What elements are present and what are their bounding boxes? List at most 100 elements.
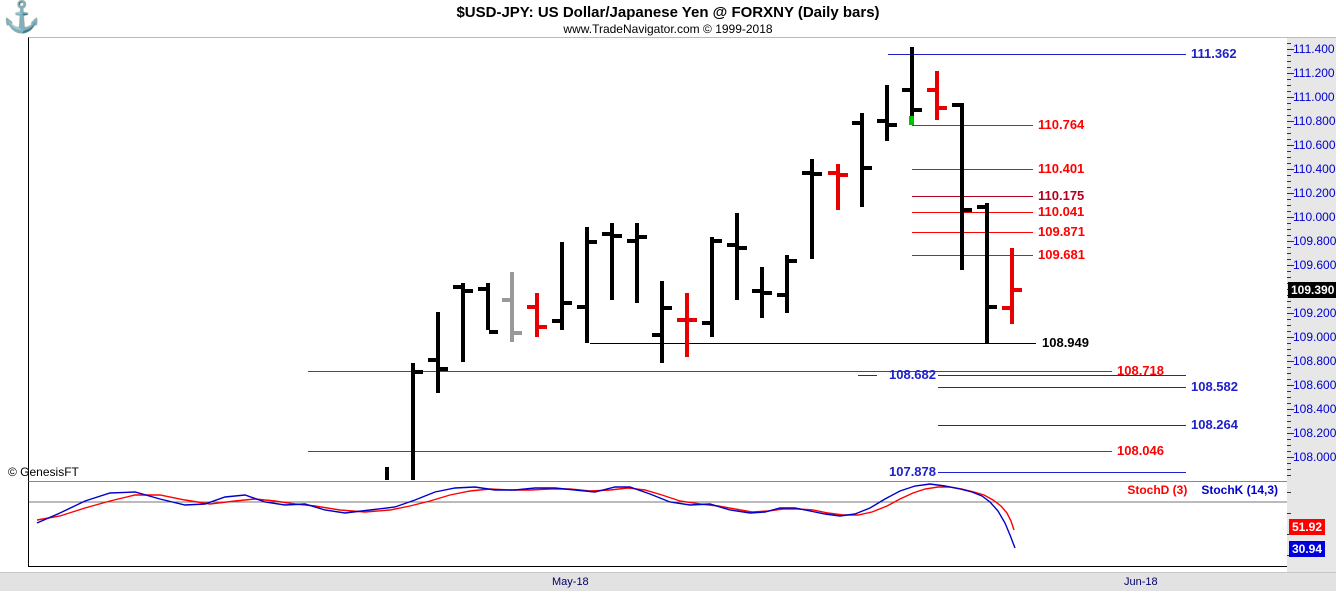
price-axis-tick — [1287, 85, 1291, 86]
ohlc-close-tick — [613, 234, 622, 238]
stochastic-curves — [29, 483, 1287, 549]
price-axis-tick — [1287, 343, 1291, 344]
ohlc-close-tick — [513, 331, 522, 335]
price-axis-tick — [1287, 325, 1291, 326]
ohlc-bar-range — [810, 159, 814, 259]
price-axis-tick — [1287, 199, 1291, 200]
price-axis-tick — [1287, 385, 1294, 386]
ohlc-open-tick — [1002, 306, 1011, 310]
ohlc-bar-range — [710, 237, 714, 337]
price-level-label: 108.264 — [1191, 417, 1238, 432]
price-axis-label: 109.600 — [1293, 258, 1336, 272]
price-axis-tick — [1287, 217, 1294, 218]
price-axis-tick — [1287, 169, 1294, 170]
price-axis-tick — [1287, 513, 1291, 514]
price-axis[interactable]: 111.400 111.200 111.000 110.800 110.600 110.4… — [1287, 37, 1336, 572]
price-level-label: 111.362 — [1191, 46, 1237, 61]
stochk-value-badge: 30.94 — [1289, 541, 1326, 557]
ohlc-open-tick — [828, 171, 837, 175]
stochk-legend-label[interactable]: StochK (14,3) — [1201, 483, 1278, 497]
price-axis-tick — [1287, 349, 1291, 350]
ohlc-close-tick — [713, 239, 722, 243]
price-axis-tick — [1287, 379, 1291, 380]
ohlc-bar-range — [885, 85, 889, 141]
price-axis-tick — [1287, 301, 1291, 302]
ohlc-open-tick — [552, 319, 561, 323]
ohlc-bar-range — [385, 467, 389, 480]
ohlc-close-tick — [839, 173, 848, 177]
ohlc-open-tick — [502, 298, 511, 302]
price-chart-canvas[interactable] — [28, 37, 1288, 482]
stochd-curve — [36, 486, 1015, 531]
ohlc-bar-range — [535, 293, 539, 337]
ohlc-open-tick — [802, 171, 811, 175]
ohlc-bar-range — [1010, 248, 1014, 324]
date-axis-label: May-18 — [552, 576, 589, 588]
date-axis-label: Jun-18 — [1124, 576, 1158, 588]
ohlc-close-tick — [863, 166, 872, 170]
price-axis-label: 110.800 — [1293, 114, 1336, 128]
price-axis-tick — [1287, 109, 1291, 110]
price-level-label: 108.582 — [1191, 379, 1238, 394]
stochastic-legend: StochD (3) StochK (14,3) — [28, 483, 1278, 497]
ohlc-bar-range — [610, 223, 614, 300]
stochastic-indicator-canvas[interactable] — [28, 481, 1288, 567]
ohlc-bar-range — [635, 223, 639, 303]
ohlc-open-tick — [478, 287, 487, 291]
price-axis-tick — [1287, 181, 1291, 182]
price-axis-tick — [1287, 361, 1294, 362]
price-axis-tick — [1287, 421, 1291, 422]
ohlc-open-tick — [677, 318, 686, 322]
price-axis-tick — [1287, 49, 1294, 50]
stochk-curve — [36, 483, 1016, 549]
price-axis-tick — [1287, 67, 1291, 68]
ohlc-close-tick — [588, 240, 597, 244]
price-axis-tick — [1287, 211, 1291, 212]
price-axis-label: 109.000 — [1293, 330, 1336, 344]
price-level-line — [308, 371, 1112, 372]
price-axis-tick — [1287, 133, 1291, 134]
ohlc-open-tick — [952, 103, 961, 107]
ohlc-close-tick — [1013, 288, 1022, 292]
date-axis[interactable]: May-18 Jun-18 — [0, 572, 1336, 591]
price-axis-tick — [1287, 55, 1291, 56]
ohlc-bar-range — [411, 363, 415, 480]
price-level-line — [590, 343, 1036, 344]
ohlc-close-tick — [638, 235, 647, 239]
price-level-label: 110.401 — [1038, 161, 1085, 176]
ohlc-close-tick — [813, 172, 822, 176]
price-level-label: 110.041 — [1038, 204, 1085, 219]
price-level-label: 108.046 — [1117, 443, 1164, 458]
price-axis-tick — [1287, 433, 1294, 434]
ohlc-open-tick — [527, 305, 536, 309]
ohlc-bar-range — [985, 203, 989, 343]
price-axis-tick — [1287, 391, 1291, 392]
price-axis-tick — [1287, 73, 1294, 74]
price-level-line — [938, 375, 1186, 376]
ohlc-close-tick — [738, 246, 747, 250]
price-axis-label: 108.400 — [1293, 402, 1336, 416]
ohlc-close-tick — [663, 306, 672, 310]
price-axis-tick — [1287, 97, 1294, 98]
ohlc-open-tick — [777, 293, 786, 297]
ohlc-open-tick — [927, 88, 936, 92]
price-axis-label: 108.000 — [1293, 450, 1336, 464]
price-axis-tick — [1287, 235, 1291, 236]
price-axis-tick — [1287, 187, 1291, 188]
price-axis-tick — [1287, 469, 1291, 470]
price-axis-label: 109.800 — [1293, 234, 1336, 248]
price-axis-tick — [1287, 409, 1294, 410]
price-level-label: 110.175 — [1038, 188, 1085, 203]
ohlc-open-tick — [902, 88, 911, 92]
ohlc-close-tick — [489, 330, 498, 334]
ohlc-close-tick — [414, 370, 423, 374]
price-axis-label: 108.200 — [1293, 426, 1336, 440]
price-level-label: 109.871 — [1038, 224, 1085, 239]
stochd-legend-label[interactable]: StochD (3) — [1127, 483, 1188, 497]
price-level-line — [308, 451, 1112, 452]
ohlc-bar-range — [660, 281, 664, 363]
price-level-line — [938, 425, 1186, 426]
ohlc-open-tick — [577, 305, 586, 309]
price-axis-tick — [1287, 259, 1291, 260]
